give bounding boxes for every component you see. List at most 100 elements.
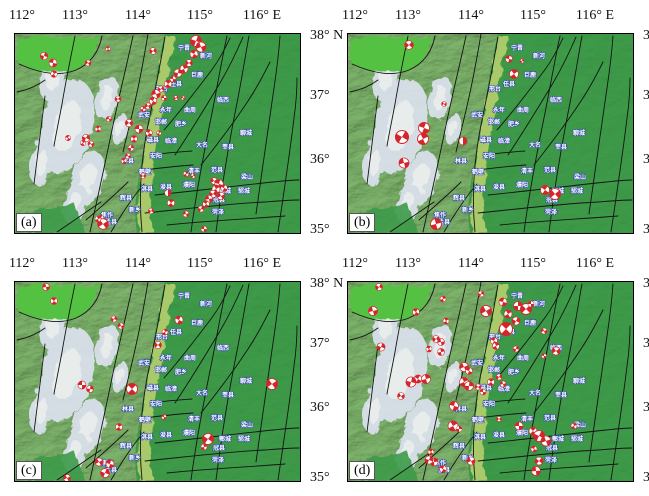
focal-mechanism [173,95,179,101]
focal-mechanism [530,445,538,453]
focal-mechanism [105,459,115,469]
longitude-tick-label: 114° [124,8,152,23]
focal-mechanism [512,345,520,353]
focal-mechanism [398,157,410,169]
focal-mechanism [86,385,94,393]
focal-mechanism [63,474,71,481]
longitude-tick-label: 113° [394,256,422,271]
focal-mechanism [540,327,548,335]
focal-mechanism [531,466,541,476]
panel-letter-d: (d) [349,461,376,480]
focal-mechanism [466,456,476,466]
focal-mechanism [527,300,535,308]
focal-mechanism [479,388,487,396]
map-canvas-b [348,34,633,233]
focal-mechanism [503,309,513,319]
focal-mechanism [202,433,214,445]
focal-mechanism [169,75,177,83]
focal-mechanism [189,49,199,59]
latitude-tick-label: 37° [643,336,649,351]
focal-mechanism [87,140,95,148]
latitude-tick-label: 35° [643,470,649,485]
focal-mechanism [121,158,127,164]
focal-mechanism [549,188,561,200]
longitude-tick-label: 115° [519,256,547,271]
focal-mechanism [161,414,167,420]
focal-mechanism [157,85,165,93]
focal-mechanism [534,456,544,466]
latitude-tick-label: 37° [643,88,649,103]
longitude-tick-label: 115° [519,8,547,23]
latitude-tick-label: 35° [310,470,330,485]
focal-mechanism [164,80,172,88]
focal-mechanism [455,425,463,433]
focal-mechanism [217,192,225,200]
focal-mechanism [80,140,86,146]
focal-mechanism [180,95,186,101]
focal-mechanism [449,401,459,411]
focal-mechanism [174,315,184,325]
focal-mechanism [182,210,190,218]
focal-mechanism [48,58,58,68]
focal-mechanism [127,144,135,152]
focal-mechanism [117,322,125,330]
focal-mechanism [376,342,386,352]
focal-mechanism [161,95,167,101]
latitude-tick-label: 36° [643,400,649,415]
focal-mechanism [126,383,138,395]
focal-mechanism [439,465,447,473]
focal-mechanism [427,448,435,456]
latitude-tick-label: 37° [310,336,330,351]
focal-mechanism [156,130,162,136]
focal-mechanism [519,58,525,64]
focal-mechanism [114,95,122,103]
longitude-tick-label: 116° E [242,256,282,271]
beachball-layer [368,283,578,476]
focal-mechanism [487,378,495,386]
focal-mechanism [94,457,104,467]
focal-mechanism [94,215,102,223]
longitude-axis: 112° 113° 114° 115° 116° E [342,2,635,33]
focal-mechanism [375,283,383,291]
focal-mechanism [100,468,110,478]
longitude-tick-label: 114° [457,8,485,23]
focal-mechanism [474,383,482,391]
longitude-axis: 112° 113° 114° 115° 116° E [342,250,635,281]
focal-mechanism [84,59,92,67]
focal-mechanism [441,101,447,107]
latitude-tick-label: 37° [310,88,330,103]
focal-mechanism [220,184,228,192]
focal-mechanism [125,119,133,127]
focal-mechanism [570,422,578,430]
focal-mechanism [190,173,196,179]
focal-mechanism [412,308,420,316]
map-panel-c: 112° 113° 114° 115° 116° E (c) 38° N 37° 36° 35… [9,250,347,496]
latitude-axis: 38° N 37° 36° 35° [636,28,649,237]
beachball-layer [40,35,228,233]
map-canvas-d [348,282,633,481]
longitude-tick-label: 115° [186,8,214,23]
longitude-axis: 112° 113° 114° 115° 116° E [9,2,302,33]
focal-mechanism [514,421,524,431]
beachball-layer [42,283,278,481]
longitude-tick-label: 115° [186,256,214,271]
focal-mechanism [94,125,102,133]
focal-mechanism [430,218,442,230]
map-d: (d) [347,281,634,482]
focal-mechanism [125,153,131,159]
focal-mechanism [464,381,474,391]
focal-mechanism [465,367,473,375]
focal-mechanism [425,345,433,353]
focal-mechanism [134,124,144,134]
latitude-tick-label: 36° [643,152,649,167]
focal-mechanism [509,69,519,79]
focal-mechanism [42,283,50,291]
focal-mechanism [197,205,205,213]
beachball-layer [394,40,561,230]
focal-mechanism [397,392,405,400]
focal-mechanism [540,185,550,195]
focal-mechanism [442,317,450,325]
focal-mechanism [495,373,503,381]
focal-mechanism [458,136,468,146]
latitude-tick-label: 35° [643,222,649,237]
